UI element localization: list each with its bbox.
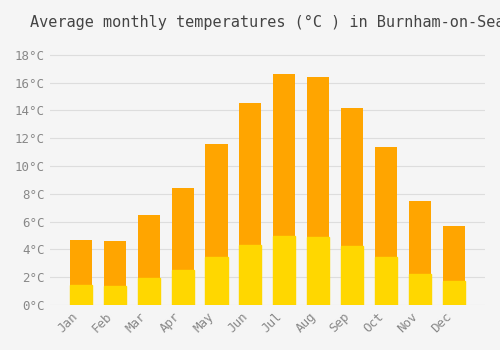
Bar xyxy=(308,237,330,305)
Bar xyxy=(443,226,465,305)
Bar xyxy=(104,286,126,305)
Bar xyxy=(70,286,92,305)
Bar xyxy=(206,257,228,305)
Bar xyxy=(308,77,330,305)
Bar xyxy=(104,241,126,305)
Bar xyxy=(409,274,432,305)
Bar xyxy=(206,144,228,305)
Bar xyxy=(342,108,363,305)
Bar xyxy=(240,104,262,305)
Bar xyxy=(70,240,92,305)
Bar xyxy=(342,246,363,305)
Bar xyxy=(138,278,160,305)
Bar xyxy=(138,215,160,305)
Bar xyxy=(274,74,295,305)
Title: Average monthly temperatures (°C ) in Burnham-on-Sea: Average monthly temperatures (°C ) in Bu… xyxy=(30,15,500,30)
Bar xyxy=(274,236,295,305)
Bar xyxy=(409,201,432,305)
Bar xyxy=(443,281,465,305)
Bar xyxy=(240,245,262,305)
Bar xyxy=(375,258,398,305)
Bar xyxy=(172,270,194,305)
Bar xyxy=(172,188,194,305)
Bar xyxy=(375,147,398,305)
